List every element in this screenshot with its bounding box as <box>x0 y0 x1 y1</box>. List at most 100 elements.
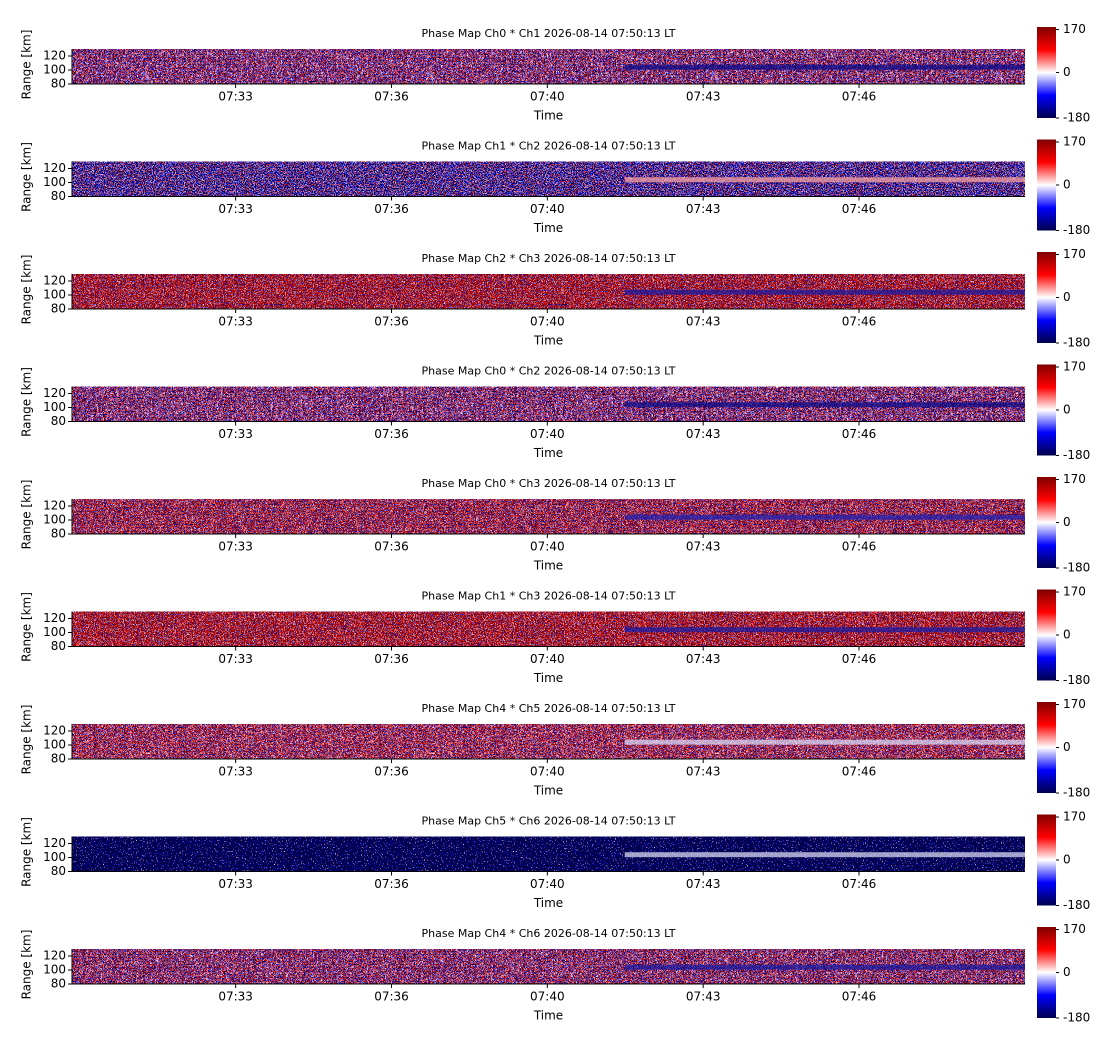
colorbar <box>1037 477 1056 568</box>
x-tick-label: 07:33 <box>218 315 253 329</box>
x-axis-label: Time <box>533 334 563 348</box>
x-tick-label: 07:43 <box>686 877 721 891</box>
colorbar-tick-label: 170 <box>1063 247 1086 261</box>
y-tick-label: 100 <box>43 738 66 752</box>
panel-title: Phase Map Ch5 * Ch6 2026-08-14 07:50:13 … <box>422 815 676 828</box>
y-axis-label: Range [km] <box>20 142 34 212</box>
y-axis-label: Range [km] <box>20 930 34 1000</box>
x-tick-label: 07:36 <box>374 877 409 891</box>
colorbar-tick-label: 170 <box>1063 472 1086 486</box>
x-tick-label: 07:46 <box>842 315 877 329</box>
y-tick-label: 120 <box>43 949 66 963</box>
panel: Phase Map Ch0 * Ch3 2026-08-14 07:50:13 … <box>20 472 1091 574</box>
x-tick-label: 07:46 <box>842 427 877 441</box>
panel-title: Phase Map Ch4 * Ch6 2026-08-14 07:50:13 … <box>422 927 676 940</box>
colorbar-tick-label: 0 <box>1063 65 1071 79</box>
y-tick-label: 100 <box>43 963 66 977</box>
x-tick-label: 07:46 <box>842 765 877 779</box>
x-tick-label: 07:43 <box>686 990 721 1004</box>
x-axis-label: Time <box>533 559 563 573</box>
colorbar-tick-label: 0 <box>1063 290 1071 304</box>
y-axis-label: Range [km] <box>20 255 34 325</box>
y-tick-label: 120 <box>43 611 66 625</box>
panel: Phase Map Ch5 * Ch6 2026-08-14 07:50:13 … <box>20 810 1091 912</box>
y-tick-label: 120 <box>43 49 66 63</box>
colorbar <box>1037 814 1056 906</box>
y-axis-label: Range [km] <box>20 367 34 437</box>
echo-band <box>624 739 1025 745</box>
x-tick-label: 07:33 <box>218 877 253 891</box>
x-axis-label: Time <box>533 1009 563 1023</box>
colorbar-tick-label: 170 <box>1063 922 1086 936</box>
y-tick-label: 100 <box>43 63 66 77</box>
y-axis-label: Range [km] <box>20 592 34 662</box>
colorbar <box>1037 927 1056 1018</box>
x-tick-label: 07:40 <box>530 90 565 104</box>
colorbar <box>1037 27 1056 118</box>
x-tick-label: 07:33 <box>218 765 253 779</box>
x-tick-label: 07:40 <box>530 427 565 441</box>
y-tick-label: 120 <box>43 836 66 850</box>
y-tick-label: 120 <box>43 386 66 400</box>
colorbar-tick-label: 170 <box>1063 585 1086 599</box>
x-axis-label: Time <box>533 896 563 910</box>
colorbar-tick-label: 0 <box>1063 178 1071 192</box>
panel-title: Phase Map Ch0 * Ch3 2026-08-14 07:50:13 … <box>422 477 676 490</box>
x-tick-label: 07:40 <box>530 652 565 666</box>
y-tick-label: 120 <box>43 274 66 288</box>
panel-title: Phase Map Ch2 * Ch3 2026-08-14 07:50:13 … <box>422 252 676 265</box>
colorbar-tick-label: 0 <box>1063 740 1071 754</box>
panel: Phase Map Ch0 * Ch1 2026-08-14 07:50:13 … <box>20 22 1091 124</box>
panel-title: Phase Map Ch1 * Ch2 2026-08-14 07:50:13 … <box>422 140 676 153</box>
y-tick-label: 100 <box>43 625 66 639</box>
x-tick-label: 07:33 <box>218 990 253 1004</box>
x-tick-label: 07:36 <box>374 315 409 329</box>
panel: Phase Map Ch1 * Ch2 2026-08-14 07:50:13 … <box>20 135 1091 237</box>
colorbar-tick-label: -180 <box>1063 448 1090 462</box>
x-tick-label: 07:40 <box>530 540 565 554</box>
y-axis-label: Range [km] <box>20 30 34 100</box>
x-tick-label: 07:43 <box>686 315 721 329</box>
echo-band <box>624 514 1025 520</box>
y-tick-label: 100 <box>43 850 66 864</box>
x-tick-label: 07:36 <box>374 765 409 779</box>
x-tick-label: 07:43 <box>686 90 721 104</box>
panel-title: Phase Map Ch0 * Ch2 2026-08-14 07:50:13 … <box>422 365 676 378</box>
x-tick-label: 07:36 <box>374 202 409 216</box>
x-tick-label: 07:33 <box>218 202 253 216</box>
x-tick-label: 07:40 <box>530 990 565 1004</box>
x-tick-label: 07:36 <box>374 540 409 554</box>
colorbar-tick-label: -180 <box>1063 673 1090 687</box>
x-tick-label: 07:46 <box>842 990 877 1004</box>
x-tick-label: 07:46 <box>842 90 877 104</box>
colorbar-tick-label: 170 <box>1063 360 1086 374</box>
colorbar-tick-label: 0 <box>1063 403 1071 417</box>
x-tick-label: 07:43 <box>686 540 721 554</box>
y-tick-label: 120 <box>43 724 66 738</box>
x-tick-label: 07:33 <box>218 652 253 666</box>
panel: Phase Map Ch0 * Ch2 2026-08-14 07:50:13 … <box>20 360 1091 462</box>
y-tick-label: 80 <box>51 752 66 766</box>
colorbar-tick-label: 170 <box>1063 697 1086 711</box>
y-tick-label: 100 <box>43 288 66 302</box>
x-tick-label: 07:43 <box>686 202 721 216</box>
colorbar <box>1037 364 1056 456</box>
panel: Phase Map Ch4 * Ch5 2026-08-14 07:50:13 … <box>20 697 1091 799</box>
echo-band <box>624 964 1025 970</box>
y-tick-label: 100 <box>43 175 66 189</box>
x-tick-label: 07:33 <box>218 540 253 554</box>
x-tick-label: 07:46 <box>842 877 877 891</box>
panel-title: Phase Map Ch0 * Ch1 2026-08-14 07:50:13 … <box>422 27 676 40</box>
panel: Phase Map Ch4 * Ch6 2026-08-14 07:50:13 … <box>20 922 1091 1024</box>
x-tick-label: 07:36 <box>374 652 409 666</box>
x-tick-label: 07:40 <box>530 765 565 779</box>
panel-title: Phase Map Ch4 * Ch5 2026-08-14 07:50:13 … <box>422 702 676 715</box>
y-tick-label: 80 <box>51 864 66 878</box>
y-tick-label: 100 <box>43 513 66 527</box>
colorbar-tick-label: 0 <box>1063 965 1071 979</box>
echo-band <box>624 852 1025 858</box>
colorbar-tick-label: -180 <box>1063 1011 1090 1025</box>
x-tick-label: 07:36 <box>374 427 409 441</box>
colorbar-tick-label: 170 <box>1063 810 1086 824</box>
